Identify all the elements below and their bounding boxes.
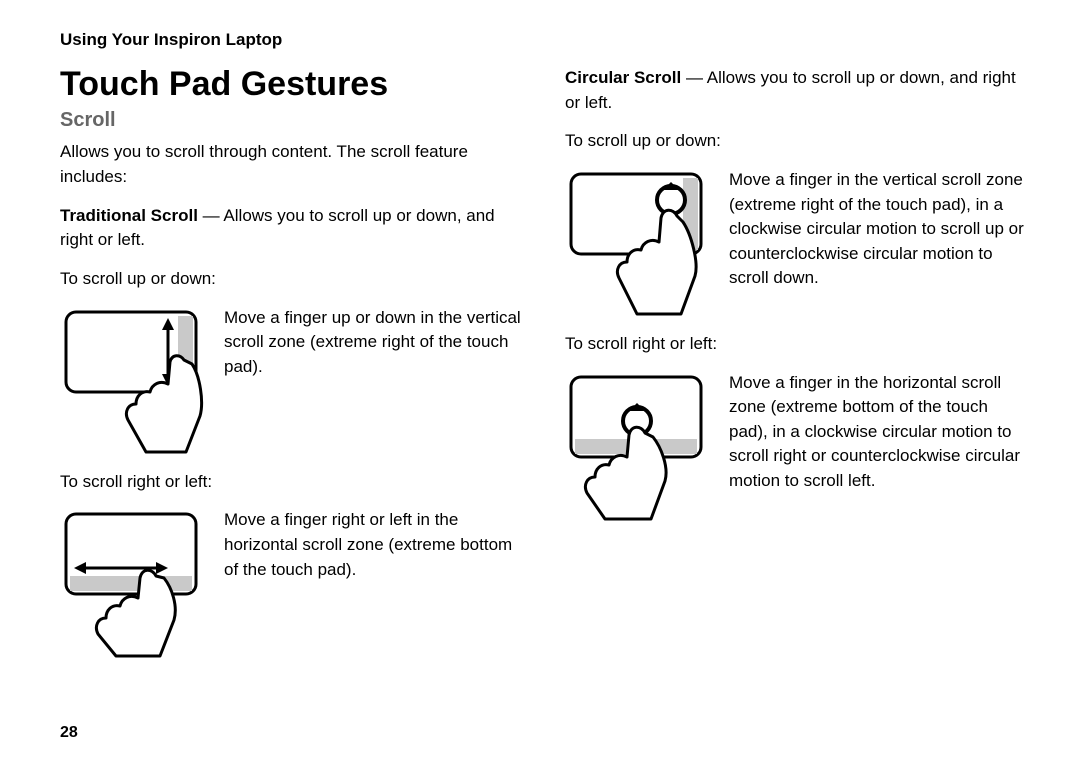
- scroll-subhead: Scroll: [60, 109, 525, 132]
- fig-vertical-scroll: Move a finger up or down in the vertical…: [60, 306, 525, 456]
- circular-scroll-bold: Circular Scroll: [565, 68, 681, 87]
- touchpad-circular-vertical-icon: [565, 168, 715, 318]
- traditional-scroll-bold: Traditional Scroll: [60, 206, 198, 225]
- fig-circular-horizontal: Move a finger in the horizontal scroll z…: [565, 371, 1030, 521]
- page-number: 28: [60, 724, 78, 742]
- touchpad-circular-horizontal-icon: [565, 371, 715, 521]
- right-column: Circular Scroll — Allows you to scroll u…: [565, 66, 1030, 672]
- right-rl-label: To scroll right or left:: [565, 332, 1030, 357]
- touchpad-vertical-icon: [60, 306, 210, 456]
- fig-circular-vertical: Move a finger in the vertical scroll zon…: [565, 168, 1030, 318]
- traditional-scroll-para: Traditional Scroll — Allows you to scrol…: [60, 204, 525, 253]
- right-updown-label: To scroll up or down:: [565, 129, 1030, 154]
- fig-horizontal-scroll: Move a finger right or left in the horiz…: [60, 508, 525, 658]
- left-rl-text: Move a finger right or left in the horiz…: [224, 508, 525, 582]
- right-rl-text: Move a finger in the horizontal scroll z…: [729, 371, 1030, 494]
- left-updown-text: Move a finger up or down in the vertical…: [224, 306, 525, 380]
- left-column: Touch Pad Gestures Scroll Allows you to …: [60, 66, 525, 672]
- left-updown-label: To scroll up or down:: [60, 267, 525, 292]
- content-columns: Touch Pad Gestures Scroll Allows you to …: [60, 66, 1030, 672]
- right-updown-text: Move a finger in the vertical scroll zon…: [729, 168, 1030, 291]
- scroll-intro: Allows you to scroll through content. Th…: [60, 140, 525, 189]
- section-header: Using Your Inspiron Laptop: [60, 30, 1030, 50]
- page-title: Touch Pad Gestures: [60, 66, 525, 103]
- circular-scroll-para: Circular Scroll — Allows you to scroll u…: [565, 66, 1030, 115]
- touchpad-horizontal-icon: [60, 508, 210, 658]
- left-rl-label: To scroll right or left:: [60, 470, 525, 495]
